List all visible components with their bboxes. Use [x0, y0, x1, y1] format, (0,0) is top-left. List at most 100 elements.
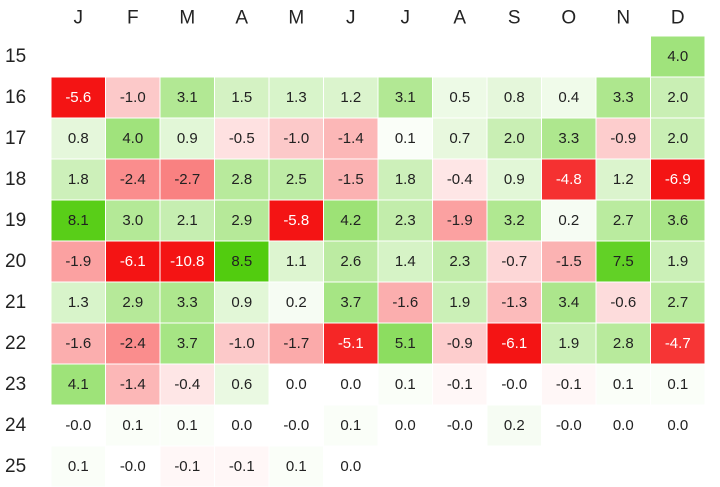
heatmap-cell	[596, 200, 650, 241]
cell-value-label: 2.5	[286, 171, 307, 188]
heatmap-cell	[487, 405, 541, 446]
cell-value-label: 3.3	[177, 294, 198, 311]
cell-value-label: -4.7	[665, 335, 691, 352]
year-label: 19	[5, 210, 26, 231]
cell-value-label: 1.8	[68, 171, 89, 188]
heatmap-cell	[596, 159, 650, 200]
month-label: O	[561, 8, 576, 29]
cell-value-label: 0.8	[504, 89, 525, 106]
cell-value-label: 2.7	[613, 212, 634, 229]
year-label: 25	[5, 456, 26, 477]
cell-value-label: 0.1	[177, 417, 198, 434]
cell-value-label: -1.0	[120, 89, 146, 106]
heatmap-cell	[215, 77, 269, 118]
heatmap-cell	[487, 282, 541, 323]
cell-value-label: -2.4	[120, 335, 146, 352]
month-label: M	[288, 8, 304, 29]
heatmap-cell	[324, 282, 378, 323]
cell-value-label: 0.0	[340, 376, 361, 393]
heatmap-cell	[269, 364, 323, 405]
cell-value-label: 5.1	[395, 335, 416, 352]
cell-value-label: -0.6	[610, 294, 636, 311]
heatmap-cell	[651, 77, 705, 118]
heatmap-cell	[651, 200, 705, 241]
cell-value-label: 2.0	[667, 130, 688, 147]
year-labels: 15 16 17 18 19 20 21 22 23 24 25	[5, 46, 27, 477]
cell-value-label: 4.0	[122, 130, 143, 147]
month-label: D	[671, 8, 685, 29]
cell-value-label: 1.2	[340, 89, 361, 106]
cell-value-label: -0.1	[229, 458, 255, 475]
cell-value-label: -0.9	[447, 335, 473, 352]
cell-value-label: -0.0	[283, 417, 309, 434]
cell-value-label: 1.3	[68, 294, 89, 311]
cell-value-label: 8.1	[68, 212, 89, 229]
heatmap-cell	[378, 241, 432, 282]
heatmap-cell	[324, 364, 378, 405]
heatmap-cell	[324, 77, 378, 118]
heatmap-cell	[269, 200, 323, 241]
cell-value-label: -0.1	[447, 376, 473, 393]
cell-value-label: 1.5	[231, 89, 252, 106]
cell-value-label: -1.5	[338, 171, 364, 188]
year-label: 23	[5, 374, 26, 395]
cell-value-label: 3.0	[122, 212, 143, 229]
cell-value-label: -1.3	[501, 294, 527, 311]
cell-value-label: 2.8	[231, 171, 252, 188]
cell-value-label: 7.5	[613, 253, 634, 270]
cell-value-label: 0.0	[286, 376, 307, 393]
heatmap-cell	[378, 364, 432, 405]
cell-value-label: -0.0	[65, 417, 91, 434]
month-label: J	[74, 8, 84, 29]
heatmap-cell	[215, 282, 269, 323]
cell-value-label: 0.4	[558, 89, 579, 106]
heatmap-cell	[596, 77, 650, 118]
cell-value-label: 3.3	[558, 130, 579, 147]
cell-value-label: -5.8	[283, 212, 309, 229]
cell-value-label: 2.3	[395, 212, 416, 229]
heatmap-cell	[542, 200, 596, 241]
heatmap-cell	[160, 241, 214, 282]
heatmap-cell	[269, 446, 323, 487]
heatmap-cell	[378, 77, 432, 118]
cell-value-label: 2.1	[177, 212, 198, 229]
heatmap-cell	[651, 36, 705, 77]
cell-value-label: -1.0	[229, 335, 255, 352]
cell-value-label: 3.7	[340, 294, 361, 311]
heatmap-cell	[433, 118, 487, 159]
heatmap-cell	[596, 282, 650, 323]
heatmap-cell	[51, 77, 105, 118]
heatmap-cell	[160, 323, 214, 364]
cell-value-label: 3.3	[613, 89, 634, 106]
heatmap-cell	[51, 282, 105, 323]
heatmap-cell	[106, 282, 160, 323]
cell-value-label: 3.1	[395, 89, 416, 106]
cell-value-label: 2.0	[667, 89, 688, 106]
year-label: 20	[5, 251, 26, 272]
cell-value-label: 4.1	[68, 376, 89, 393]
cell-value-label: 0.6	[231, 376, 252, 393]
heatmap-cell	[51, 118, 105, 159]
heatmap-cell	[596, 364, 650, 405]
heatmap-cell	[433, 200, 487, 241]
cell-value-label: 0.0	[667, 417, 688, 434]
heatmap-cell	[433, 77, 487, 118]
cell-value-label: 0.9	[504, 171, 525, 188]
month-label: F	[127, 8, 139, 29]
heatmap-cell	[596, 118, 650, 159]
heatmap-cell	[106, 118, 160, 159]
month-label: A	[453, 8, 466, 29]
cell-value-label: -0.5	[229, 130, 255, 147]
cell-value-label: 2.9	[231, 212, 252, 229]
cell-value-label: -1.0	[283, 130, 309, 147]
cell-value-label: 2.6	[340, 253, 361, 270]
cell-value-label: 0.9	[177, 130, 198, 147]
heatmap-cell	[106, 77, 160, 118]
heatmap-cell	[160, 118, 214, 159]
cell-value-label: 1.1	[286, 253, 307, 270]
cell-value-label: 0.2	[286, 294, 307, 311]
cell-value-label: -0.4	[174, 376, 200, 393]
heatmap-cell	[269, 241, 323, 282]
heatmap-cell	[433, 159, 487, 200]
